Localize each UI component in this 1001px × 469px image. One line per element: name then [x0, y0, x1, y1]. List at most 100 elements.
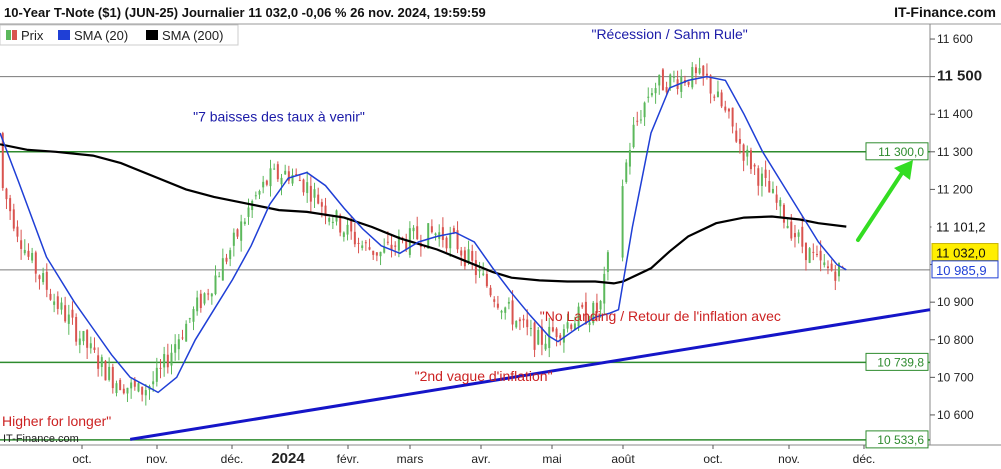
- series-sma-200-: [0, 143, 847, 285]
- price-candle-body: [280, 177, 283, 185]
- level-label-box: [865, 142, 929, 161]
- price-candle-body: [397, 235, 400, 251]
- price-candle-body: [133, 380, 136, 387]
- annotation-text: Higher for longer": [2, 413, 111, 429]
- price-candle-body: [449, 233, 452, 249]
- price-candle-body: [78, 338, 81, 345]
- price-candle-body: [188, 318, 191, 320]
- brand-label[interactable]: IT-Finance.com: [894, 4, 996, 20]
- price-candle-body: [34, 252, 37, 274]
- price-candle-body: [544, 343, 547, 350]
- price-candle-body: [540, 326, 543, 345]
- price-candle-body: [515, 320, 518, 328]
- price-candle-body: [394, 245, 397, 247]
- price-candle-body: [328, 218, 331, 222]
- price-candle-body: [353, 231, 356, 245]
- price-candle-body: [493, 299, 496, 302]
- price-candle-body: [144, 390, 147, 396]
- x-axis-ticks: oct. nov. déc. 2024 févr. mars avr. mai août oct.…: [72, 445, 875, 467]
- price-candle-body: [386, 241, 389, 243]
- price-candle-body: [111, 366, 114, 389]
- price-candle-body: [119, 379, 122, 391]
- sma200-swatch-icon: [146, 30, 158, 40]
- price-candle-body: [731, 107, 734, 127]
- legend-item-sma20: SMA (20): [74, 28, 128, 43]
- price-candle-body: [298, 180, 301, 182]
- value-tag-box: [931, 217, 999, 236]
- price-candle-body: [390, 244, 393, 250]
- price-candle-body: [749, 150, 752, 170]
- price-candle-body: [287, 171, 290, 181]
- x-tick-label: 2024: [271, 450, 305, 467]
- chart-title: 10-Year T-Note ($1) (JUN-25) Journalier …: [4, 5, 486, 20]
- price-candle-body: [152, 381, 155, 385]
- price-candle-body: [768, 181, 771, 193]
- x-tick-label: août: [611, 452, 635, 466]
- price-candle-body: [262, 181, 265, 188]
- price-candle-body: [12, 209, 15, 229]
- price-candle-body: [801, 226, 804, 247]
- price-candle-body: [5, 188, 8, 200]
- legend-item-prix: Prix: [21, 28, 44, 43]
- price-candle-body: [819, 250, 822, 261]
- price-candle-body: [720, 92, 723, 107]
- price-candle-body: [313, 189, 316, 198]
- price-candle-body: [760, 173, 763, 187]
- indicator-series: [0, 75, 931, 441]
- price-candle-body: [375, 252, 378, 256]
- price-candle-body: [346, 224, 349, 235]
- price-candle-body: [60, 302, 63, 310]
- price-candle-body: [815, 253, 818, 255]
- price-candle-body: [181, 337, 184, 339]
- y-tick-label: 11 200: [937, 182, 973, 196]
- price-candle-body: [372, 250, 375, 255]
- price-candle-body: [606, 252, 609, 272]
- level-label: 10 739,8: [877, 355, 924, 369]
- price-candle-body: [441, 227, 444, 240]
- price-candle-body: [471, 251, 474, 261]
- price-candle-body: [650, 93, 653, 96]
- price-candle-body: [364, 242, 367, 244]
- price-candle-body: [141, 386, 144, 395]
- price-candle-body: [735, 130, 738, 142]
- y-tick-label: 11 600: [937, 32, 973, 46]
- price-candle-body: [93, 347, 96, 350]
- price-candle-body: [16, 226, 19, 237]
- price-candle-body: [746, 149, 749, 157]
- price-candle-body: [174, 344, 177, 353]
- price-candle-body: [496, 303, 499, 308]
- price-candle-body: [430, 226, 433, 233]
- price-candle-body: [489, 287, 492, 296]
- legend-item-sma200: SMA (200): [162, 28, 223, 43]
- price-candle-body: [254, 195, 257, 197]
- price-candle-body: [221, 258, 224, 281]
- price-candle-body: [38, 275, 41, 280]
- value-tag-box: [931, 260, 999, 279]
- price-candle-body: [573, 323, 576, 331]
- price-candle-body: [452, 228, 455, 233]
- price-candle-icon: [6, 30, 17, 40]
- horizontal-levels: 11 300,0 10 739,8 10 533,6: [0, 76, 930, 449]
- price-candle-body: [456, 230, 459, 250]
- price-candle-body: [779, 200, 782, 207]
- series-trendline: [129, 308, 931, 441]
- legend: Prix SMA (20) SMA (200): [0, 24, 239, 46]
- price-candle-body: [86, 330, 89, 348]
- price-candle-body: [654, 88, 657, 94]
- price-candle-body: [775, 194, 778, 203]
- series-sma-20-: [0, 75, 847, 394]
- price-candle-body: [331, 221, 334, 224]
- annotation-text: "7 baisses des taux à venir": [193, 109, 365, 125]
- price-candle-body: [412, 227, 415, 232]
- price-candle-body: [764, 169, 767, 178]
- price-candle-body: [826, 266, 829, 269]
- price-candle-body: [218, 276, 221, 278]
- price-candle-body: [291, 174, 294, 184]
- x-tick-label: déc.: [221, 452, 244, 466]
- price-candle-body: [137, 383, 140, 392]
- price-candle-body: [669, 74, 672, 88]
- price-candle-body: [705, 73, 708, 76]
- price-candle-body: [797, 232, 800, 237]
